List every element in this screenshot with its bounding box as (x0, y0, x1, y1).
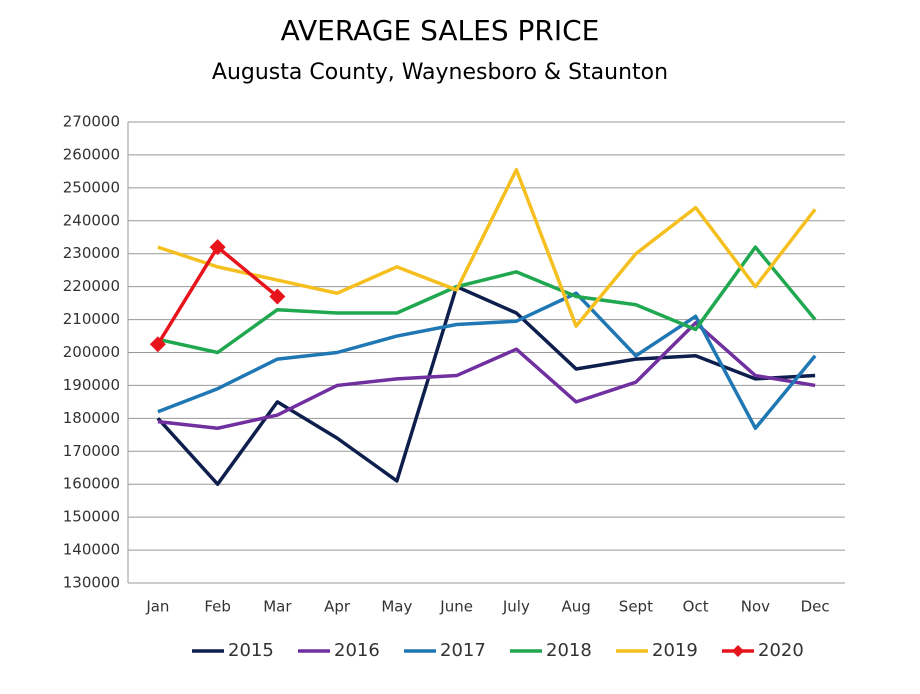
y-tick-label: 260000 (63, 145, 120, 163)
x-tick-label: Feb (204, 598, 231, 616)
x-tick-label: July (502, 598, 530, 616)
legend-label: 2017 (440, 640, 486, 661)
y-tick-label: 170000 (63, 442, 120, 460)
y-tick-label: 240000 (63, 211, 120, 229)
legend-label: 2015 (228, 640, 274, 661)
y-tick-label: 130000 (63, 574, 120, 592)
y-tick-label: 200000 (63, 343, 120, 361)
legend-marker (732, 645, 744, 657)
y-tick-label: 140000 (63, 541, 120, 559)
series-line (157, 291, 817, 430)
x-tick-label: Mar (263, 598, 292, 616)
x-tick-label: Dec (801, 598, 830, 616)
y-tick-label: 270000 (63, 113, 120, 131)
y-tick-label: 160000 (63, 475, 120, 493)
chart-title: AVERAGE SALES PRICE (281, 14, 600, 47)
x-tick-label: Sept (619, 598, 653, 616)
series-line (157, 321, 816, 430)
legend-label: 2019 (652, 640, 698, 661)
y-tick-label: 210000 (63, 310, 120, 328)
legend-label: 2016 (334, 640, 380, 661)
y-tick-label: 220000 (63, 277, 120, 295)
legend-label: 2020 (758, 640, 804, 661)
series-line (156, 245, 279, 346)
point-marker (149, 336, 166, 353)
series-line (157, 245, 817, 355)
y-tick-label: 180000 (63, 409, 120, 427)
point-marker (209, 239, 226, 256)
y-tick-label: 190000 (63, 376, 120, 394)
x-tick-label: Oct (683, 598, 709, 616)
y-tick-label: 150000 (63, 508, 120, 526)
x-tick-label: Apr (324, 598, 351, 616)
x-tick-label: Nov (741, 598, 770, 616)
legend-label: 2018 (546, 640, 592, 661)
series-line (157, 167, 817, 328)
chart-subtitle: Augusta County, Waynesboro & Staunton (212, 60, 668, 85)
x-tick-label: Jan (145, 598, 169, 616)
point-marker (269, 288, 286, 305)
y-tick-label: 230000 (63, 244, 120, 262)
x-tick-label: May (381, 598, 412, 616)
x-tick-label: June (439, 598, 473, 616)
x-tick-label: Aug (561, 598, 590, 616)
y-tick-label: 250000 (63, 178, 120, 196)
